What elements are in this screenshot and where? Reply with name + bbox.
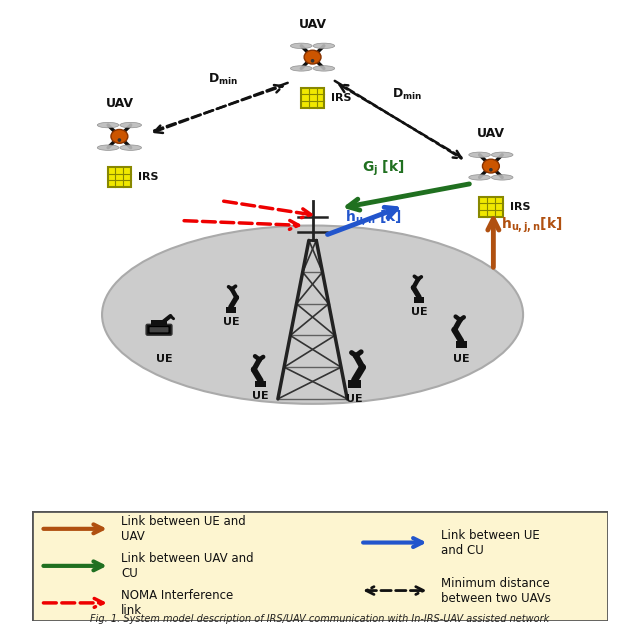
Bar bbox=[255, 381, 266, 387]
Text: UE: UE bbox=[453, 354, 470, 364]
Text: $\mathbf{D_{min}}$: $\mathbf{D_{min}}$ bbox=[392, 87, 422, 102]
Bar bbox=[414, 297, 424, 303]
Text: UE: UE bbox=[411, 307, 428, 317]
Ellipse shape bbox=[111, 129, 128, 144]
Bar bbox=[348, 380, 361, 388]
Text: NOMA Interference
link: NOMA Interference link bbox=[122, 589, 234, 617]
Text: Link between UE and
UAV: Link between UE and UAV bbox=[122, 515, 246, 543]
Text: Link between UE
and CU: Link between UE and CU bbox=[441, 529, 540, 557]
Ellipse shape bbox=[468, 175, 490, 180]
Circle shape bbox=[230, 287, 234, 291]
Circle shape bbox=[360, 365, 365, 370]
Bar bbox=[301, 88, 324, 108]
Text: $\mathbf{h_{u,j,n}[k]}$: $\mathbf{h_{u,j,n}[k]}$ bbox=[500, 216, 562, 235]
Text: UE: UE bbox=[346, 394, 363, 404]
Text: Minimum distance
between two UAVs: Minimum distance between two UAVs bbox=[441, 577, 551, 604]
Circle shape bbox=[354, 354, 358, 358]
Ellipse shape bbox=[313, 66, 335, 71]
Text: Fig. 1. System model description of IRS/UAV communication with In-IRS-UAV assist: Fig. 1. System model description of IRS/… bbox=[90, 614, 550, 624]
Bar bbox=[479, 197, 503, 216]
Ellipse shape bbox=[492, 175, 513, 180]
Text: $\mathbf{h_{u,n}\ [k]}$: $\mathbf{h_{u,n}\ [k]}$ bbox=[345, 208, 402, 228]
Ellipse shape bbox=[313, 43, 335, 48]
Circle shape bbox=[252, 367, 256, 372]
Text: UAV: UAV bbox=[477, 127, 505, 140]
Ellipse shape bbox=[97, 145, 119, 150]
Ellipse shape bbox=[291, 43, 312, 48]
Ellipse shape bbox=[492, 152, 513, 157]
Text: UE: UE bbox=[223, 317, 239, 327]
Text: IRS: IRS bbox=[332, 93, 352, 103]
Bar bbox=[226, 307, 236, 313]
Text: $\mathbf{G_j\ [k]}$: $\mathbf{G_j\ [k]}$ bbox=[362, 159, 404, 178]
Bar bbox=[151, 320, 167, 326]
Text: Link between UAV and
CU: Link between UAV and CU bbox=[122, 552, 254, 580]
Text: IRS: IRS bbox=[509, 202, 530, 212]
Ellipse shape bbox=[97, 122, 119, 128]
Ellipse shape bbox=[120, 145, 141, 150]
Circle shape bbox=[417, 277, 420, 281]
Ellipse shape bbox=[311, 59, 314, 63]
Bar bbox=[456, 341, 467, 348]
Ellipse shape bbox=[120, 122, 141, 128]
Ellipse shape bbox=[483, 159, 499, 173]
FancyBboxPatch shape bbox=[149, 327, 169, 333]
Ellipse shape bbox=[468, 152, 490, 157]
Circle shape bbox=[452, 328, 457, 332]
Ellipse shape bbox=[304, 50, 321, 64]
Ellipse shape bbox=[489, 168, 493, 172]
FancyBboxPatch shape bbox=[32, 511, 608, 621]
Text: IRS: IRS bbox=[138, 172, 159, 182]
Ellipse shape bbox=[291, 66, 312, 71]
Circle shape bbox=[458, 318, 462, 322]
Ellipse shape bbox=[118, 138, 121, 142]
FancyBboxPatch shape bbox=[146, 324, 172, 335]
Text: UAV: UAV bbox=[106, 97, 133, 110]
Text: UAV: UAV bbox=[299, 18, 326, 31]
Circle shape bbox=[412, 286, 415, 290]
Text: UE: UE bbox=[252, 391, 269, 401]
Text: UE: UE bbox=[156, 354, 172, 364]
Text: $\mathbf{D_{min}}$: $\mathbf{D_{min}}$ bbox=[208, 71, 239, 87]
Circle shape bbox=[235, 295, 238, 299]
Circle shape bbox=[257, 357, 262, 362]
Bar bbox=[108, 167, 131, 187]
Ellipse shape bbox=[102, 226, 523, 404]
